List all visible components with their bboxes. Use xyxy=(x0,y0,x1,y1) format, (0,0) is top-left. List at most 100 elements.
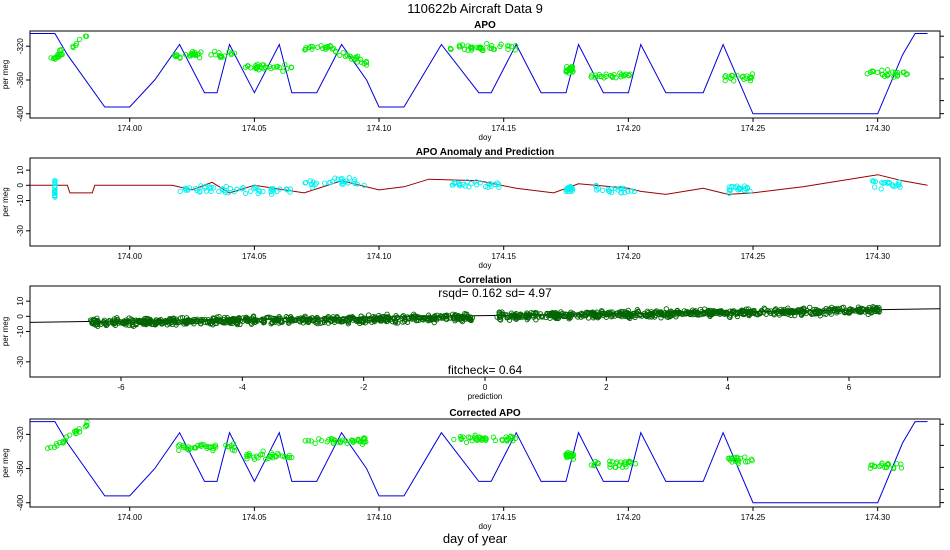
apo-data-point xyxy=(228,51,234,58)
apo-xtick-label: 174.25 xyxy=(741,124,766,133)
corrected-data-point xyxy=(898,461,904,467)
anomaly-data-point xyxy=(283,186,290,192)
apo-xtick-label: 174.20 xyxy=(616,124,641,133)
correlation-xtick-label: -6 xyxy=(117,383,125,392)
apo-data-point xyxy=(484,40,490,47)
correlation-data-point xyxy=(847,309,854,315)
correlation-panel: Correlation -6 -4 -2 0 2 4 6 -30 -10 0 10 prediction… xyxy=(1,275,941,401)
correlation-data-point xyxy=(568,309,574,315)
anomaly-data-point xyxy=(496,184,502,190)
anomaly-data-point xyxy=(52,193,58,199)
apo-data-point xyxy=(354,59,361,65)
apo-data-point xyxy=(894,72,901,78)
corrected-data-point xyxy=(177,442,183,448)
corrected-data-point xyxy=(312,440,318,446)
corrected-data-point xyxy=(57,439,63,446)
corrected-data-point xyxy=(60,439,67,446)
apo-data-point xyxy=(76,36,83,43)
corrected-xtick-label: 174.05 xyxy=(242,513,267,522)
anomaly-xtick-label: 174.15 xyxy=(491,252,516,261)
correlation-data-point xyxy=(179,314,186,321)
correlation-data-point xyxy=(504,315,510,321)
correlation-data-point xyxy=(641,310,647,317)
correlation-data-point xyxy=(717,308,723,315)
corrected-data-point xyxy=(361,439,368,445)
corrected-data-point xyxy=(490,434,496,440)
apo-data-point xyxy=(330,45,337,52)
apo-data-point xyxy=(734,72,740,79)
corrected-xtick-label: 174.15 xyxy=(491,513,516,522)
apo-data-point xyxy=(189,48,196,55)
apo-data-point xyxy=(193,51,199,58)
correlation-data-point xyxy=(538,313,544,319)
correlation-data-point xyxy=(533,313,539,319)
correlation-data-point xyxy=(433,315,439,321)
correlation-data-point xyxy=(138,319,144,325)
anomaly-data-point xyxy=(891,183,897,190)
anomaly-panel: APO Anomaly and Prediction 174.00 174.05 17… xyxy=(1,147,941,270)
correlation-data-point xyxy=(771,312,777,318)
correlation-data-point xyxy=(699,308,705,315)
apo-data-point xyxy=(340,50,346,56)
apo-data-point xyxy=(620,72,626,78)
correlation-fitcheck: fitcheck= 0.64 xyxy=(448,363,523,377)
anomaly-xlabel: doy xyxy=(479,261,492,270)
anomaly-data-point xyxy=(309,184,315,191)
anomaly-data-point xyxy=(896,179,902,185)
correlation-data-point xyxy=(207,319,213,325)
correlation-data-point xyxy=(580,313,586,319)
correlation-data-point xyxy=(812,308,818,315)
corrected-data-point xyxy=(871,463,877,469)
anomaly-data-point xyxy=(612,185,618,192)
correlation-data-point xyxy=(633,310,640,316)
correlation-data-point xyxy=(671,310,678,316)
correlation-data-point xyxy=(598,308,605,314)
apo-data-point xyxy=(867,69,874,75)
apo-xtick-label: 174.15 xyxy=(491,124,516,133)
anomaly-data-point xyxy=(744,184,750,191)
apo-data-point xyxy=(245,63,251,69)
corrected-data-point xyxy=(512,435,519,442)
anomaly-data-point xyxy=(208,188,214,194)
correlation-ytick-label: 0 xyxy=(16,314,25,319)
anomaly-data-point xyxy=(882,180,888,186)
correlation-data-point xyxy=(787,309,794,315)
correlation-title: Correlation xyxy=(458,275,511,286)
anomaly-data-point xyxy=(268,191,275,197)
corrected-data-point xyxy=(355,437,361,443)
anomaly-data-point xyxy=(726,184,732,190)
correlation-data-point xyxy=(452,318,458,324)
corrected-xtick-label: 174.10 xyxy=(367,513,392,522)
anomaly-data-point xyxy=(474,182,480,188)
correlation-data-point xyxy=(366,312,372,318)
apo-data-point xyxy=(748,75,754,81)
anomaly-data-point xyxy=(227,185,234,192)
apo-data-point xyxy=(358,59,364,65)
corrected-data-point xyxy=(885,461,892,468)
apo-data-point xyxy=(262,64,268,70)
correlation-data-point xyxy=(416,314,422,320)
apo-data-point xyxy=(212,48,218,55)
apo-data-point xyxy=(319,45,326,52)
corrected-data-point xyxy=(176,447,182,453)
anomaly-data-point xyxy=(210,185,217,191)
correlation-plot-area xyxy=(30,304,940,329)
correlation-data-point xyxy=(599,308,605,315)
correlation-data-point xyxy=(698,311,704,318)
anomaly-data-point xyxy=(727,187,733,193)
correlation-data-point xyxy=(404,319,411,325)
corrected-data-point xyxy=(735,460,742,467)
anomaly-data-point xyxy=(194,187,200,194)
correlation-data-point xyxy=(169,321,175,328)
correlation-data-point xyxy=(357,316,363,322)
apo-data-point xyxy=(57,52,64,58)
correlation-data-point xyxy=(751,307,757,314)
anomaly-plot-area xyxy=(30,174,928,200)
correlation-data-point xyxy=(599,311,605,317)
apo-data-point xyxy=(344,52,350,58)
anomaly-data-point xyxy=(485,184,491,190)
apo-data-point xyxy=(568,66,574,72)
apo-data-point xyxy=(284,66,290,72)
corrected-ytick-label: -360 xyxy=(16,460,25,477)
anomaly-xtick-label: 174.30 xyxy=(865,252,890,261)
